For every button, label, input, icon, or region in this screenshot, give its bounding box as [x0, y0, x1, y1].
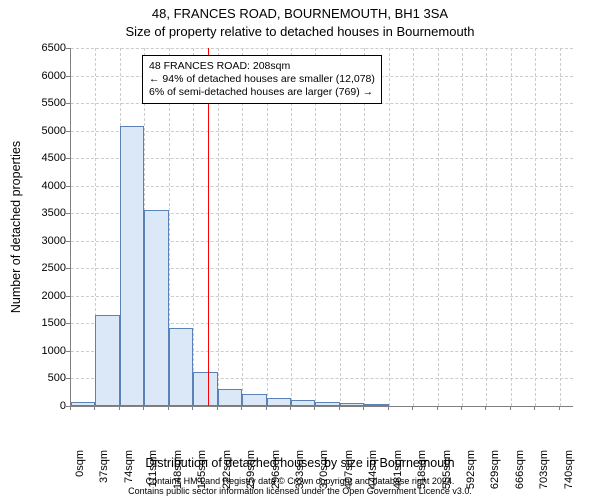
- grid-line-vertical: [511, 48, 512, 406]
- chart-subtitle: Size of property relative to detached ho…: [0, 24, 600, 39]
- y-tick-label: 3500: [30, 207, 66, 219]
- y-tick-label: 500: [30, 372, 66, 384]
- grid-line-vertical: [413, 48, 414, 406]
- y-tick-label: 6000: [30, 70, 66, 82]
- callout-line-2: ← 94% of detached houses are smaller (12…: [149, 73, 375, 86]
- grid-line-horizontal: [71, 158, 573, 159]
- callout-line-3: 6% of semi-detached houses are larger (7…: [149, 86, 375, 99]
- grid-line-vertical: [438, 48, 439, 406]
- y-tick-label: 5000: [30, 125, 66, 137]
- histogram-bar: [120, 126, 144, 406]
- footer-line-2: Contains public sector information licen…: [0, 486, 600, 496]
- y-tick-label: 2500: [30, 262, 66, 274]
- grid-line-horizontal: [71, 131, 573, 132]
- y-tick-label: 1000: [30, 345, 66, 357]
- histogram-bar: [218, 389, 242, 406]
- y-tick-label: 3000: [30, 235, 66, 247]
- grid-line-vertical: [486, 48, 487, 406]
- grid-line-horizontal: [71, 48, 573, 49]
- grid-line-vertical: [535, 48, 536, 406]
- histogram-bar: [267, 398, 291, 406]
- y-axis-label: Number of detached properties: [8, 48, 24, 406]
- histogram-bar: [291, 400, 315, 406]
- grid-line-vertical: [462, 48, 463, 406]
- chart-title: 48, FRANCES ROAD, BOURNEMOUTH, BH1 3SA: [0, 6, 600, 21]
- grid-line-vertical: [389, 48, 390, 406]
- x-axis-label: Distribution of detached houses by size …: [0, 456, 600, 470]
- y-tick-label: 6500: [30, 42, 66, 54]
- histogram-bar: [144, 210, 168, 406]
- y-tick-label: 4500: [30, 152, 66, 164]
- grid-line-horizontal: [71, 186, 573, 187]
- chart-container: 48, FRANCES ROAD, BOURNEMOUTH, BH1 3SA S…: [0, 0, 600, 500]
- histogram-bar: [364, 404, 388, 406]
- callout-line-1: 48 FRANCES ROAD: 208sqm: [149, 60, 375, 73]
- y-tick-label: 4000: [30, 180, 66, 192]
- y-tick-label: 1500: [30, 317, 66, 329]
- histogram-bar: [95, 315, 119, 406]
- histogram-bar: [315, 402, 339, 406]
- footer-attribution: Contains HM Land Registry data © Crown c…: [0, 476, 600, 497]
- histogram-bar: [169, 328, 193, 406]
- histogram-bar: [193, 372, 217, 406]
- histogram-bar: [340, 403, 364, 406]
- y-tick-label: 0: [30, 400, 66, 412]
- y-tick-label: 5500: [30, 97, 66, 109]
- grid-line-vertical: [560, 48, 561, 406]
- callout-box: 48 FRANCES ROAD: 208sqm← 94% of detached…: [142, 55, 382, 104]
- footer-line-1: Contains HM Land Registry data © Crown c…: [0, 476, 600, 486]
- histogram-bar: [242, 394, 266, 406]
- y-tick-label: 2000: [30, 290, 66, 302]
- histogram-bar: [71, 402, 95, 406]
